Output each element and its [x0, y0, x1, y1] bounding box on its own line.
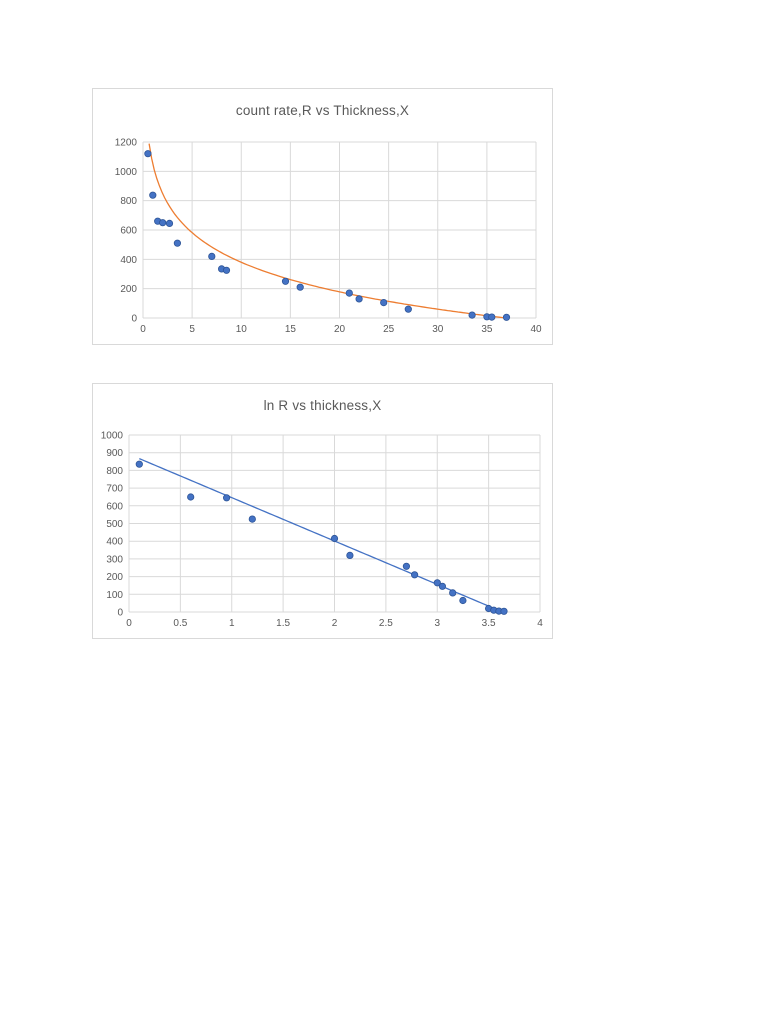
data-point	[438, 582, 446, 590]
y-tick-label: 1000	[101, 431, 124, 442]
y-tick-label: 700	[106, 484, 123, 495]
data-point	[402, 562, 410, 570]
y-tick-label: 1000	[115, 167, 138, 178]
data-point	[449, 589, 457, 597]
y-tick-label: 500	[106, 519, 123, 530]
y-tick-label: 900	[106, 448, 123, 459]
x-tick-label: 10	[236, 324, 248, 335]
data-point	[281, 277, 290, 285]
data-point	[433, 579, 441, 587]
data-point	[355, 295, 363, 303]
data-point	[410, 571, 419, 579]
y-tick-label: 600	[120, 226, 137, 237]
y-tick-label: 400	[106, 537, 123, 548]
y-tick-label: 0	[131, 314, 137, 325]
data-point	[502, 313, 511, 321]
data-point	[165, 219, 174, 228]
chart-title-count-rate: count rate,R vs Thickness,X	[235, 103, 410, 118]
data-point	[223, 494, 231, 502]
data-point	[330, 534, 339, 543]
data-point	[149, 191, 157, 199]
y-tick-label: 200	[120, 284, 137, 295]
x-tick-label: 40	[530, 324, 542, 335]
x-tick-label: 0.5	[173, 618, 187, 629]
data-point	[135, 460, 143, 468]
x-tick-label: 35	[481, 324, 493, 335]
data-point	[345, 289, 353, 297]
data-point	[159, 219, 167, 227]
data-point	[404, 305, 412, 313]
chart-lnR-vs-thickness: ln R vs thickness,X 0 0.5 1 1.5 2 2.5 3 3.5 4 0 10…	[92, 383, 553, 639]
x-tick-label: 1	[229, 618, 235, 629]
chart-title-lnR: ln R vs thickness,X	[263, 398, 382, 413]
x-tick-label: 2	[332, 618, 338, 629]
chart-count-rate-vs-thickness: count rate,R vs Thickness,X 0 5 10 15 20 25 30…	[92, 88, 553, 345]
data-point	[500, 607, 508, 615]
x-tick-label: 0	[126, 618, 132, 629]
x-tick-label: 25	[383, 324, 395, 335]
x-tick-label: 0	[140, 324, 146, 335]
x-tick-label: 20	[334, 324, 346, 335]
x-tick-label: 3.5	[482, 618, 496, 629]
lnR-scatter-plot: 0 0.5 1 1.5 2 2.5 3 3.5 4 0 100 200 300 400 500 600 700 8…	[101, 431, 543, 630]
x-tick-label: 3	[434, 618, 440, 629]
data-point	[459, 596, 467, 605]
data-point	[187, 493, 195, 501]
x-tick-label: 30	[432, 324, 444, 335]
y-tick-label: 0	[117, 608, 123, 619]
y-tick-label: 100	[106, 590, 123, 601]
y-tick-label: 300	[106, 554, 123, 565]
data-point	[208, 252, 216, 261]
y-tick-label: 1200	[115, 138, 138, 149]
data-point	[248, 515, 256, 523]
data-point	[222, 266, 231, 274]
y-tick-label: 200	[106, 572, 123, 583]
data-point	[296, 283, 304, 291]
data-point	[346, 551, 354, 560]
trendline	[139, 458, 505, 613]
x-tick-label: 4	[537, 618, 543, 629]
data-point	[488, 313, 496, 321]
data-point	[173, 239, 182, 247]
y-tick-label: 800	[120, 196, 137, 207]
trendline	[148, 143, 510, 319]
data-point	[380, 299, 388, 307]
y-tick-label: 400	[120, 255, 137, 266]
data-point	[144, 150, 152, 158]
x-tick-label: 2.5	[379, 618, 393, 629]
x-tick-label: 5	[189, 324, 195, 335]
data-point	[468, 311, 476, 319]
x-tick-label: 1.5	[276, 618, 290, 629]
y-tick-label: 800	[106, 466, 123, 477]
y-tick-label: 600	[106, 501, 123, 512]
x-tick-label: 15	[285, 324, 297, 335]
